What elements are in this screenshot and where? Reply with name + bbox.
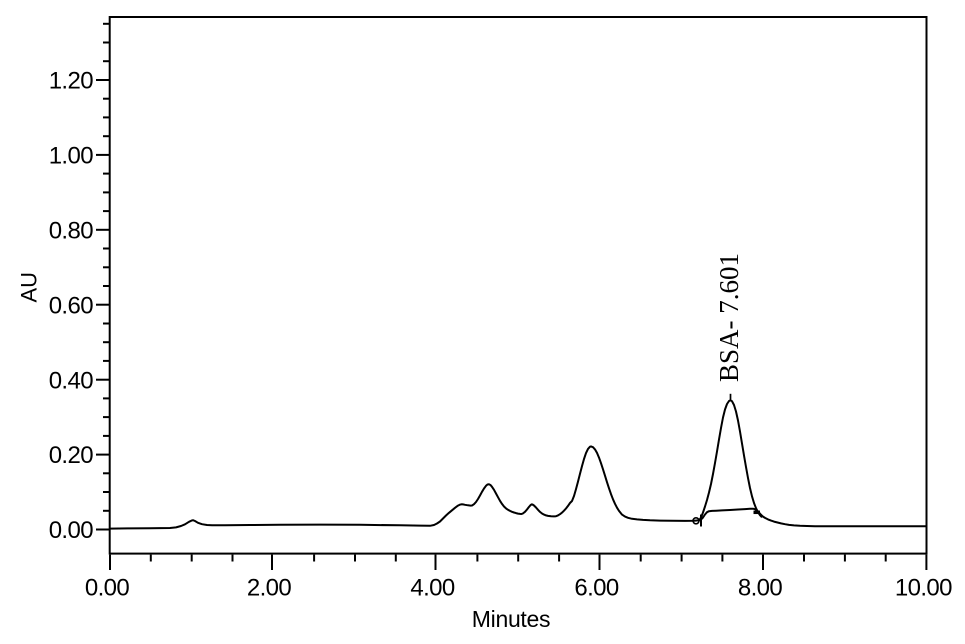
svg-text:2.00: 2.00 bbox=[247, 575, 292, 602]
svg-text:0.40: 0.40 bbox=[49, 367, 94, 394]
svg-text:4.00: 4.00 bbox=[410, 575, 455, 602]
svg-text:0.00: 0.00 bbox=[85, 575, 130, 602]
svg-text:Minutes: Minutes bbox=[472, 606, 550, 632]
svg-text:0.60: 0.60 bbox=[49, 292, 94, 319]
svg-text:6.00: 6.00 bbox=[574, 575, 619, 602]
svg-text:10.00: 10.00 bbox=[895, 575, 952, 602]
svg-text:1.20: 1.20 bbox=[49, 68, 94, 95]
svg-text:0.20: 0.20 bbox=[49, 442, 94, 469]
svg-text:0.80: 0.80 bbox=[49, 217, 94, 244]
svg-text:BSA- 7.601: BSA- 7.601 bbox=[714, 253, 744, 382]
svg-text:0.00: 0.00 bbox=[49, 517, 94, 544]
svg-text:1.00: 1.00 bbox=[49, 143, 94, 170]
svg-text:AU: AU bbox=[17, 272, 42, 303]
svg-text:8.00: 8.00 bbox=[738, 575, 783, 602]
